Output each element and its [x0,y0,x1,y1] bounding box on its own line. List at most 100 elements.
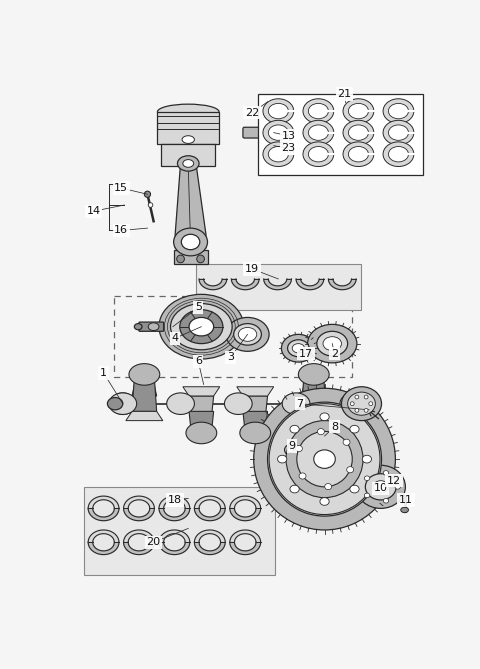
Ellipse shape [109,393,137,415]
Text: 4: 4 [171,333,179,343]
Ellipse shape [268,147,288,162]
Ellipse shape [401,507,408,512]
Ellipse shape [341,387,382,421]
FancyBboxPatch shape [139,322,164,331]
Polygon shape [194,496,225,508]
Polygon shape [123,496,155,508]
Polygon shape [264,279,291,290]
Polygon shape [88,508,119,520]
Ellipse shape [364,493,370,498]
Text: 2: 2 [331,349,338,359]
Text: 7: 7 [296,399,303,409]
Ellipse shape [297,432,352,487]
Ellipse shape [110,393,135,415]
Ellipse shape [288,340,309,357]
Ellipse shape [323,337,341,351]
Polygon shape [159,496,190,508]
Ellipse shape [343,99,374,123]
Polygon shape [243,396,267,425]
Ellipse shape [387,477,398,484]
Polygon shape [132,367,156,411]
Text: 19: 19 [245,264,259,274]
Ellipse shape [225,393,252,415]
Bar [258,94,423,175]
Polygon shape [230,508,261,520]
Bar [196,264,361,310]
Circle shape [148,203,153,207]
Ellipse shape [180,310,223,344]
Ellipse shape [303,120,334,145]
Text: 10: 10 [374,484,388,493]
Ellipse shape [343,142,374,167]
Ellipse shape [277,456,287,463]
Polygon shape [230,530,261,543]
Ellipse shape [356,465,406,508]
Ellipse shape [238,327,257,341]
Ellipse shape [263,99,294,123]
Ellipse shape [129,364,160,385]
Circle shape [369,402,372,405]
Ellipse shape [320,413,329,421]
Text: 3: 3 [227,353,234,363]
Circle shape [355,408,359,412]
Ellipse shape [108,397,123,410]
Ellipse shape [269,403,380,514]
Ellipse shape [395,484,400,489]
Ellipse shape [303,99,334,123]
Ellipse shape [308,125,328,140]
Polygon shape [301,382,326,396]
Circle shape [355,395,359,399]
Ellipse shape [348,125,369,140]
Polygon shape [175,163,206,248]
Ellipse shape [308,147,328,162]
Polygon shape [295,411,332,421]
Polygon shape [159,543,190,555]
Ellipse shape [174,228,207,256]
Ellipse shape [282,393,310,415]
Ellipse shape [285,444,297,456]
Text: 14: 14 [86,206,101,216]
Ellipse shape [388,104,408,119]
Ellipse shape [159,294,244,359]
Ellipse shape [299,473,306,479]
Ellipse shape [240,422,271,444]
Ellipse shape [268,104,288,119]
Text: 15: 15 [114,183,128,193]
Polygon shape [159,530,190,543]
Ellipse shape [290,425,299,433]
Text: 6: 6 [195,357,202,367]
Circle shape [364,408,368,412]
Polygon shape [194,530,225,543]
Ellipse shape [320,498,329,505]
Ellipse shape [281,334,315,362]
Polygon shape [183,387,220,396]
Ellipse shape [314,450,336,468]
Ellipse shape [348,392,375,415]
Circle shape [144,191,151,197]
Text: 9: 9 [288,441,296,451]
Polygon shape [126,411,163,421]
Text: 11: 11 [399,495,413,505]
Ellipse shape [383,99,414,123]
Polygon shape [189,411,214,441]
Ellipse shape [134,324,142,330]
Ellipse shape [388,125,408,140]
Ellipse shape [308,104,328,119]
Ellipse shape [148,323,159,330]
Ellipse shape [296,446,302,452]
Circle shape [350,402,354,405]
Ellipse shape [340,393,368,415]
Text: 21: 21 [337,89,352,99]
Polygon shape [194,543,225,555]
Ellipse shape [167,393,194,415]
Text: 22: 22 [245,108,259,118]
Ellipse shape [183,160,193,167]
Ellipse shape [324,484,332,490]
Ellipse shape [268,125,288,140]
Circle shape [197,255,204,263]
Ellipse shape [263,120,294,145]
Ellipse shape [390,479,395,482]
Ellipse shape [350,425,359,433]
Ellipse shape [362,456,372,463]
Ellipse shape [308,324,357,363]
